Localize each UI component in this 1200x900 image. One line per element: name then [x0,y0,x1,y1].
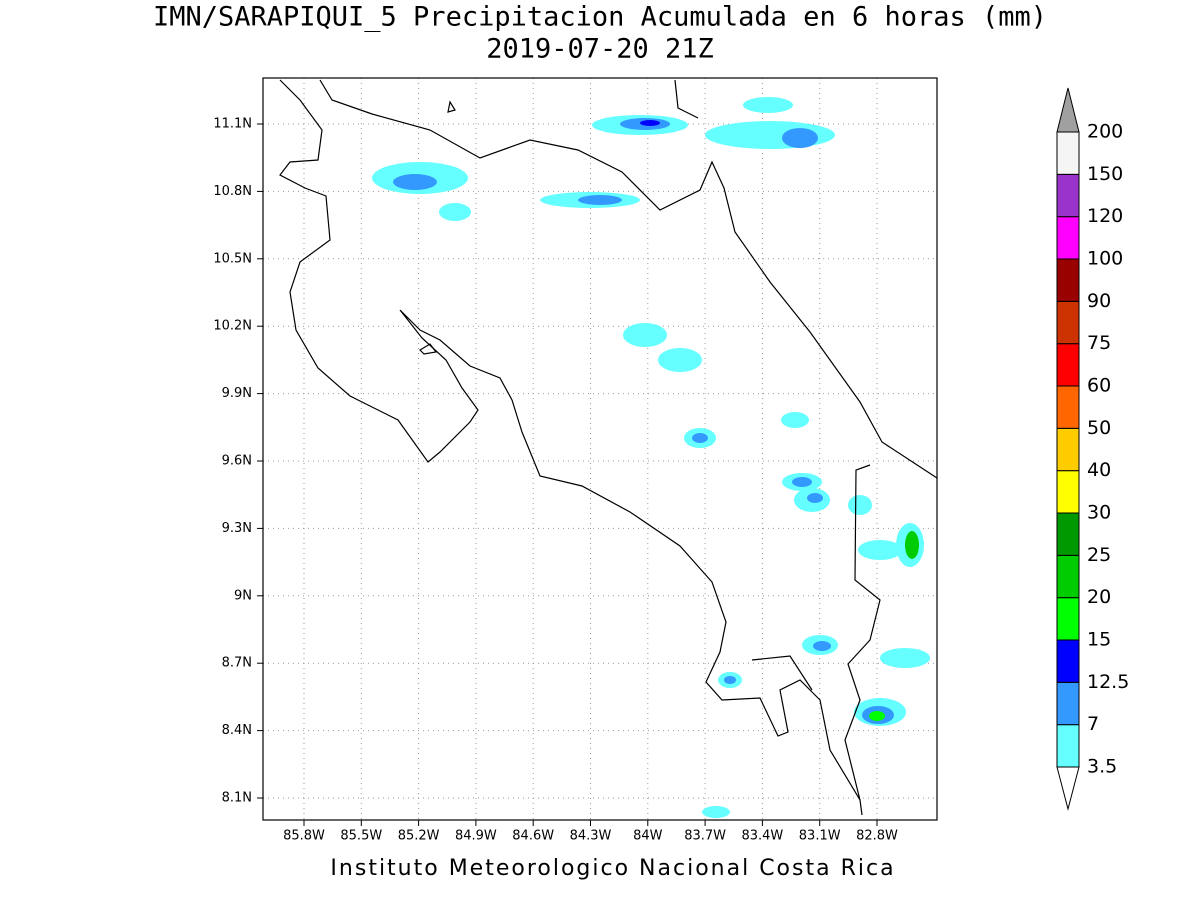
colorbar-box [1056,470,1080,514]
lat-tick-label: 9.6N [222,454,252,469]
lat-tick-label: 11.1N [213,117,252,132]
colorbar-label: 120 [1087,205,1123,227]
colorbar-box [1056,724,1080,768]
lat-tick-label: 9.3N [222,521,252,536]
colorbar-box [1056,681,1080,726]
coastlines [279,79,938,816]
colorbar-box [1056,173,1080,218]
colorbar-label: 7 [1087,713,1099,735]
lon-tick-label: 82.8W [856,829,898,844]
colorbar-box [1056,554,1080,599]
colorbar-label: 100 [1087,248,1123,270]
lon-tick-label: 83.7W [684,829,726,844]
colorbar-box [1056,216,1080,260]
lon-tick-label: 84.9W [455,829,497,844]
colorbar-label: 90 [1087,290,1111,312]
lon-tick-label: 85.8W [283,829,325,844]
colorbar-label: 15 [1087,629,1111,651]
colorbar-label: 150 [1087,163,1123,185]
lat-tick-label: 10.8N [213,184,252,199]
lat-tick-label: 8.4N [222,723,252,738]
colorbar-label: 25 [1087,544,1111,566]
colorbar-label: 20 [1087,586,1111,608]
colorbar-box [1056,512,1080,556]
title: IMN/SARAPIQUI_5 Precipitacion Acumulada … [153,2,1047,33]
colorbar-under [1056,766,1080,811]
lon-tick-label: 85.5W [340,829,382,844]
map-frame [262,77,938,821]
lon-tick-label: 83.4W [741,829,783,844]
colorbar-box [1056,597,1080,641]
lat-tick-label: 8.7N [222,656,252,671]
precipitation [372,97,930,818]
colorbar-box [1056,300,1080,345]
lon-tick-label: 84.6W [512,829,554,844]
colorbar-box [1056,131,1080,175]
colorbar: 3.5 7 12.5 15 20 25 30 40 50 60 75 90 100 120 150 200 [1056,87,1129,811]
lat-tick-label: 10.5N [213,251,252,266]
colorbar-label: 75 [1087,332,1111,354]
lat-tick-label: 9N [234,588,252,603]
footer: Instituto Meteorologico Nacional Costa R… [330,856,895,881]
lat-tick-label: 10.2N [213,319,252,334]
colorbar-label: 30 [1087,502,1111,524]
colorbar-box [1056,258,1080,302]
colorbar-label: 3.5 [1087,756,1117,778]
colorbar-label: 40 [1087,459,1111,481]
colorbar-label: 12.5 [1087,671,1129,693]
colorbar-label: 60 [1087,375,1111,397]
colorbar-box [1056,343,1080,387]
colorbar-box [1056,427,1080,472]
colorbar-label: 50 [1087,417,1111,439]
colorbar-over [1056,87,1080,133]
subtitle: 2019-07-20 21Z [486,34,714,65]
lat-tick-label: 8.1N [222,791,252,806]
lon-tick-label: 83.1W [799,829,841,844]
colorbar-box [1056,385,1080,429]
colorbar-box [1056,639,1080,683]
colorbar-label: 200 [1087,121,1123,143]
lon-tick-label: 84W [633,829,663,844]
grid [257,78,937,826]
lat-tick-label: 9.9N [222,386,252,401]
lon-tick-label: 84.3W [570,829,612,844]
lon-tick-label: 85.2W [398,829,440,844]
